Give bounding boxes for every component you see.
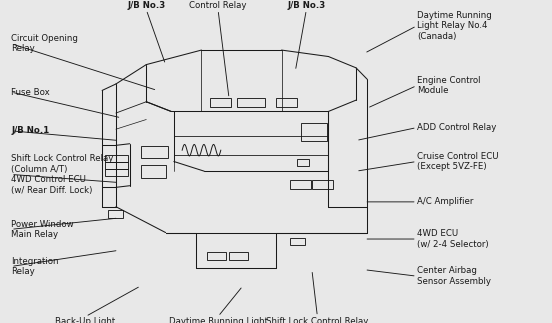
- Bar: [276, 98, 297, 107]
- Bar: [237, 98, 265, 107]
- Text: Auto Antenna
Control Relay: Auto Antenna Control Relay: [188, 0, 248, 10]
- Text: Engine Control
Module: Engine Control Module: [417, 76, 480, 95]
- Text: Cruise Control ECU
(Except 5VZ-FE): Cruise Control ECU (Except 5VZ-FE): [417, 152, 498, 171]
- Text: J/B No.3: J/B No.3: [287, 1, 326, 10]
- Text: Power Window
Main Relay: Power Window Main Relay: [11, 220, 73, 239]
- Text: Shift Lock Control Relay
(Column A/T)
4WD Control ECU
(w/ Rear Diff. Lock): Shift Lock Control Relay (Column A/T) 4W…: [11, 154, 113, 194]
- Bar: [297, 159, 309, 166]
- Text: Back-Up Light
Relay: Back-Up Light Relay: [55, 317, 116, 323]
- Text: Daytime Running
Light Relay No.4
(Canada): Daytime Running Light Relay No.4 (Canada…: [417, 11, 491, 41]
- Text: Integration
Relay: Integration Relay: [11, 257, 59, 276]
- Bar: [290, 180, 311, 189]
- Bar: [312, 180, 333, 189]
- Bar: [105, 169, 128, 176]
- Text: Center Airbag
Sensor Assembly: Center Airbag Sensor Assembly: [417, 266, 491, 286]
- Bar: [108, 210, 123, 218]
- Text: A/C Amplifier: A/C Amplifier: [417, 197, 473, 206]
- Bar: [207, 252, 226, 260]
- Text: Daytime Running Light
Relay (Main) (Canada): Daytime Running Light Relay (Main) (Cana…: [168, 317, 268, 323]
- Bar: [290, 238, 305, 245]
- Text: Shift Lock Control Relay
(Floor A/T): Shift Lock Control Relay (Floor A/T): [266, 317, 369, 323]
- Bar: [105, 155, 128, 162]
- Text: Fuse Box: Fuse Box: [11, 88, 50, 97]
- Text: J/B No.1: J/B No.1: [11, 126, 49, 135]
- Bar: [301, 123, 327, 141]
- Bar: [141, 146, 168, 158]
- Bar: [229, 252, 248, 260]
- Text: J/B No.3: J/B No.3: [127, 1, 166, 10]
- Text: Circuit Opening
Relay: Circuit Opening Relay: [11, 34, 78, 53]
- Bar: [105, 162, 128, 169]
- Text: 4WD ECU
(w/ 2-4 Selector): 4WD ECU (w/ 2-4 Selector): [417, 229, 489, 249]
- Bar: [141, 165, 166, 178]
- Bar: [210, 98, 231, 107]
- Text: ADD Control Relay: ADD Control Relay: [417, 123, 496, 132]
